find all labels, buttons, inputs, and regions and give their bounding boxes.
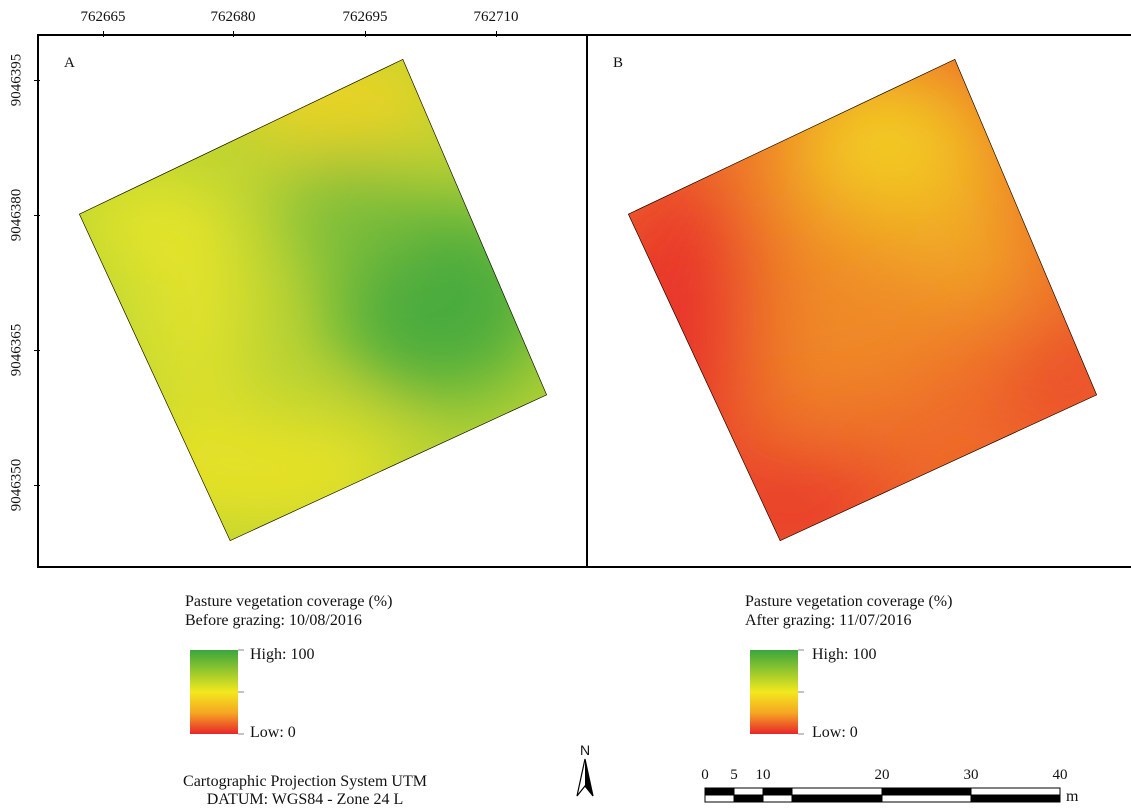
- legend-bar-a: [190, 650, 238, 734]
- frame-left: [37, 34, 39, 568]
- y-tick-mark: [34, 350, 40, 351]
- frame-top: [37, 34, 1131, 36]
- y-tick-mark: [34, 80, 40, 81]
- x-tick-mark: [365, 31, 366, 37]
- scale-unit: m: [1066, 788, 1079, 805]
- legend-b-low: Low: 0: [812, 724, 858, 741]
- panel-b-label: B: [613, 55, 624, 71]
- scale-label: 40: [1052, 767, 1068, 783]
- scale-label: 20: [874, 767, 890, 783]
- x-tick-label: 762665: [80, 9, 126, 25]
- x-tick-mark: [496, 31, 497, 37]
- legend-bar-b: [750, 650, 798, 734]
- map-a-raster: [79, 59, 547, 541]
- legend-b-subtitle: After grazing: 11/07/2016: [745, 612, 912, 629]
- legend-a-subtitle: Before grazing: 10/08/2016: [185, 612, 362, 629]
- scale-label: 5: [730, 767, 738, 783]
- scale-label: 10: [755, 767, 771, 783]
- x-tick-label: 762680: [210, 9, 256, 25]
- panel-divider: [586, 34, 588, 568]
- x-tick-label: 762695: [342, 9, 388, 25]
- x-tick-mark: [103, 31, 104, 37]
- map-frame: [34, 31, 1131, 568]
- legend-b-high: High: 100: [812, 646, 877, 663]
- scale-label: 30: [963, 767, 979, 783]
- panel-a-label: A: [64, 55, 75, 71]
- legend-a-high: High: 100: [250, 646, 315, 663]
- datum-label: DATUM: WGS84 - Zone 24 L: [206, 791, 404, 808]
- frame-bottom: [37, 566, 1131, 568]
- scale-bar: [704, 787, 1061, 803]
- x-tick-mark: [233, 31, 234, 37]
- map-b-raster: [628, 59, 1097, 541]
- legend-b-title: Pasture vegetation coverage (%): [745, 593, 953, 610]
- legend-a-low: Low: 0: [250, 724, 296, 741]
- y-tick-mark: [34, 485, 40, 486]
- legend-a-title: Pasture vegetation coverage (%): [185, 593, 393, 610]
- north-label: N: [580, 742, 591, 758]
- x-tick-label: 762710: [473, 9, 519, 25]
- north-arrow-icon: [576, 758, 594, 797]
- projection-label: Cartographic Projection System UTM: [183, 773, 427, 790]
- y-tick-mark: [34, 215, 40, 216]
- scale-label: 0: [701, 767, 709, 783]
